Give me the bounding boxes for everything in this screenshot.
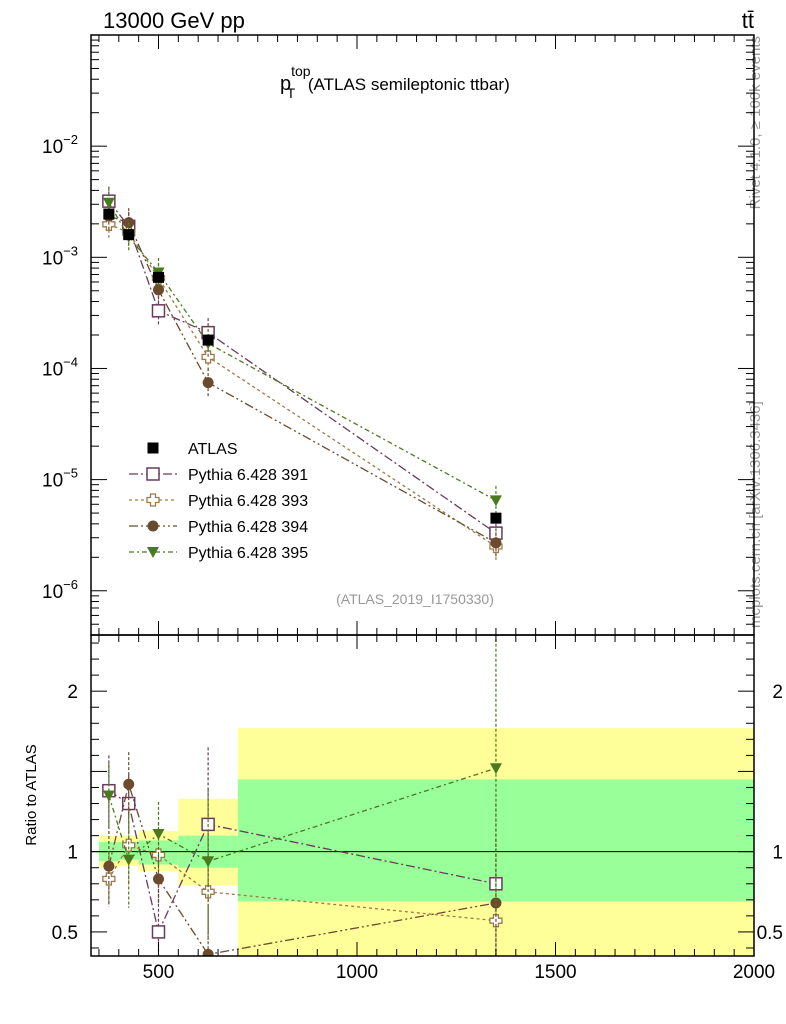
legend-label-1: Pythia 6.428 391 bbox=[188, 467, 308, 484]
ratio-tick-label-left-0: 0.5 bbox=[52, 923, 78, 944]
ratio-2-point-1 bbox=[123, 778, 135, 790]
x-tick-label-2: 1500 bbox=[534, 962, 576, 983]
series-line-3 bbox=[108, 202, 497, 501]
header-process: tt̄ bbox=[742, 8, 754, 33]
legend-label-2: Pythia 6.428 393 bbox=[188, 493, 308, 510]
ratio-tick-label-right-0: 0.5 bbox=[757, 923, 783, 944]
series-2-point-3 bbox=[202, 377, 214, 389]
mcplots-label: mcplots.cern.ch [arXiv:1306.3436] bbox=[747, 401, 764, 628]
header-energy: 13000 GeV pp bbox=[103, 8, 245, 33]
ratio-2-point-2 bbox=[152, 873, 164, 885]
series-2-point-4 bbox=[490, 537, 502, 549]
ratio-3-point-0 bbox=[102, 790, 115, 802]
plot-title: ptop T (ATLAS semileptonic ttbar) bbox=[280, 63, 510, 101]
legend-marker-2 bbox=[146, 493, 160, 507]
ratio-2-point-0 bbox=[103, 860, 115, 872]
series-3-point-4 bbox=[489, 495, 502, 507]
legend-label-4: Pythia 6.428 395 bbox=[188, 545, 308, 562]
ratio-0-point-2 bbox=[151, 925, 166, 939]
ratio-tick-label-right-1: 1 bbox=[772, 843, 783, 864]
ratio-3-point-1 bbox=[122, 854, 135, 866]
legend-marker-1 bbox=[146, 467, 160, 481]
ratio-ylabel: Ratio to ATLAS bbox=[23, 744, 40, 845]
ratio-tick-label-left-2: 2 bbox=[67, 682, 78, 703]
title-rest: (ATLAS semileptonic ttbar) bbox=[303, 75, 510, 94]
ratio-tick-label-right-2: 2 bbox=[772, 682, 783, 703]
y-tick-label-0: 10−2 bbox=[42, 132, 78, 158]
ratio-3-point-2 bbox=[152, 829, 165, 841]
data-point-0 bbox=[103, 208, 115, 220]
legend-label-3: Pythia 6.428 394 bbox=[188, 519, 308, 536]
legend-marker-4 bbox=[147, 547, 159, 558]
rivet-version-label: Rivet 4.1.0, ≥ 100k events bbox=[747, 36, 764, 209]
title-main: p bbox=[280, 73, 291, 95]
ratio-3-point-3 bbox=[202, 856, 215, 868]
ratio-2-point-4 bbox=[490, 897, 502, 909]
analysis-id: (ATLAS_2019_I1750330) bbox=[336, 591, 494, 607]
legend-marker-3 bbox=[147, 520, 159, 532]
y-tick-label-1: 10−3 bbox=[42, 243, 78, 269]
ratio-series bbox=[102, 635, 503, 956]
title-sub: T bbox=[287, 85, 296, 101]
title-sup: top bbox=[291, 63, 311, 79]
ratio-2-point-3 bbox=[202, 948, 214, 956]
y-tick-label-2: 10−4 bbox=[42, 354, 78, 380]
x-tick-label-3: 2000 bbox=[733, 962, 775, 983]
y-tick-label-4: 10−6 bbox=[42, 577, 78, 603]
ratio-1-point-1 bbox=[122, 838, 136, 852]
ratio-bands bbox=[91, 728, 754, 956]
ratio-tick-label-left-1: 1 bbox=[67, 843, 78, 864]
data-point-4 bbox=[490, 512, 502, 524]
data-point-1 bbox=[123, 229, 135, 241]
y-tick-label-3: 10−5 bbox=[42, 466, 78, 492]
data-point-2 bbox=[152, 271, 164, 283]
series-0-point-2 bbox=[151, 304, 166, 318]
x-tick-label-0: 500 bbox=[143, 962, 175, 983]
data-point-3 bbox=[202, 334, 214, 346]
axes: 500 1000 1500 2000 10−2 10−3 10−4 10−5 10−6 0.5 0.… bbox=[42, 34, 783, 983]
series-3-point-0 bbox=[102, 197, 115, 209]
legend-label-0: ATLAS bbox=[188, 441, 238, 458]
x-tick-label-1: 1000 bbox=[336, 962, 378, 983]
main-series bbox=[102, 186, 503, 562]
legend: ATLAS Pythia 6.428 391 Pythia 6.428 393 Pyt… bbox=[129, 441, 308, 562]
ratio-3-point-4 bbox=[489, 763, 502, 775]
legend-marker-0 bbox=[147, 442, 159, 454]
series-2-point-2 bbox=[152, 284, 164, 296]
ratio-line-1 bbox=[108, 844, 497, 922]
ratio-frame bbox=[90, 634, 755, 957]
